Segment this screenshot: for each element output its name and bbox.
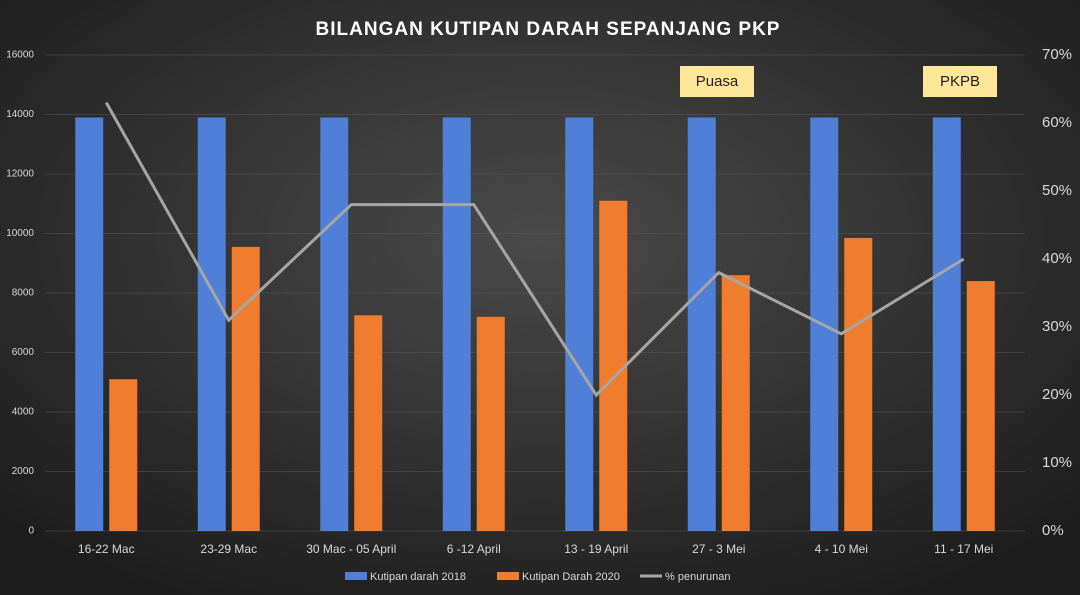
bar (75, 117, 104, 531)
bar (599, 200, 628, 531)
bar (565, 117, 594, 531)
bar (721, 275, 750, 531)
bar (966, 281, 995, 531)
y-tick-label: 6000 (12, 347, 35, 358)
x-tick-label: 4 - 10 Mei (815, 542, 868, 556)
y-tick-label: 12000 (6, 169, 34, 180)
y-tick-label: 2000 (12, 466, 35, 477)
bar (442, 117, 471, 531)
x-tick-label: 30 Mac - 05 April (306, 542, 396, 556)
annotation-box (680, 66, 754, 97)
bar (687, 117, 716, 531)
y2-tick-label: 60% (1042, 114, 1072, 131)
annotation: Puasa (696, 73, 739, 90)
x-tick-label: 6 -12 April (447, 542, 501, 556)
bar (109, 379, 138, 531)
y-tick-label: 10000 (6, 228, 34, 239)
legend-swatch (497, 572, 519, 580)
legend-label: Kutipan darah 2018 (370, 571, 466, 583)
y2-tick-label: 40% (1042, 250, 1072, 267)
y2-tick-label: 70% (1042, 46, 1072, 63)
y-tick-label: 0 (28, 526, 34, 537)
y2-tick-label: 20% (1042, 386, 1072, 403)
bar (231, 246, 260, 531)
y-tick-label: 8000 (12, 288, 35, 299)
chart-title: BILANGAN KUTIPAN DARAH SEPANJANG PKP (316, 19, 781, 40)
annotation: PKPB (940, 73, 980, 90)
line (104, 101, 965, 398)
y2-tick-label: 30% (1042, 318, 1072, 335)
annotation-box (923, 66, 997, 97)
y2-tick-label: 0% (1042, 522, 1064, 539)
x-tick-label: 23-29 Mac (200, 542, 257, 556)
bar (354, 315, 383, 531)
y-tick-label: 4000 (12, 407, 35, 418)
y2-tick-label: 10% (1042, 454, 1072, 471)
x-tick-label: 13 - 19 April (564, 542, 628, 556)
bar (844, 237, 873, 531)
x-tick-label: 16-22 Mac (78, 542, 135, 556)
y-tick-label: 14000 (6, 109, 34, 120)
legend-swatch (345, 572, 367, 580)
x-tick-label: 11 - 17 Mei (934, 542, 993, 556)
legend-label: % penurunan (665, 571, 730, 583)
bar (320, 117, 349, 531)
bar (197, 117, 226, 531)
y2-tick-label: 50% (1042, 182, 1072, 199)
bar (476, 316, 505, 531)
y-tick-label: 16000 (6, 50, 34, 61)
legend-label: Kutipan Darah 2020 (522, 571, 620, 583)
x-tick-label: 27 - 3 Mei (692, 542, 745, 556)
bar (932, 117, 961, 531)
